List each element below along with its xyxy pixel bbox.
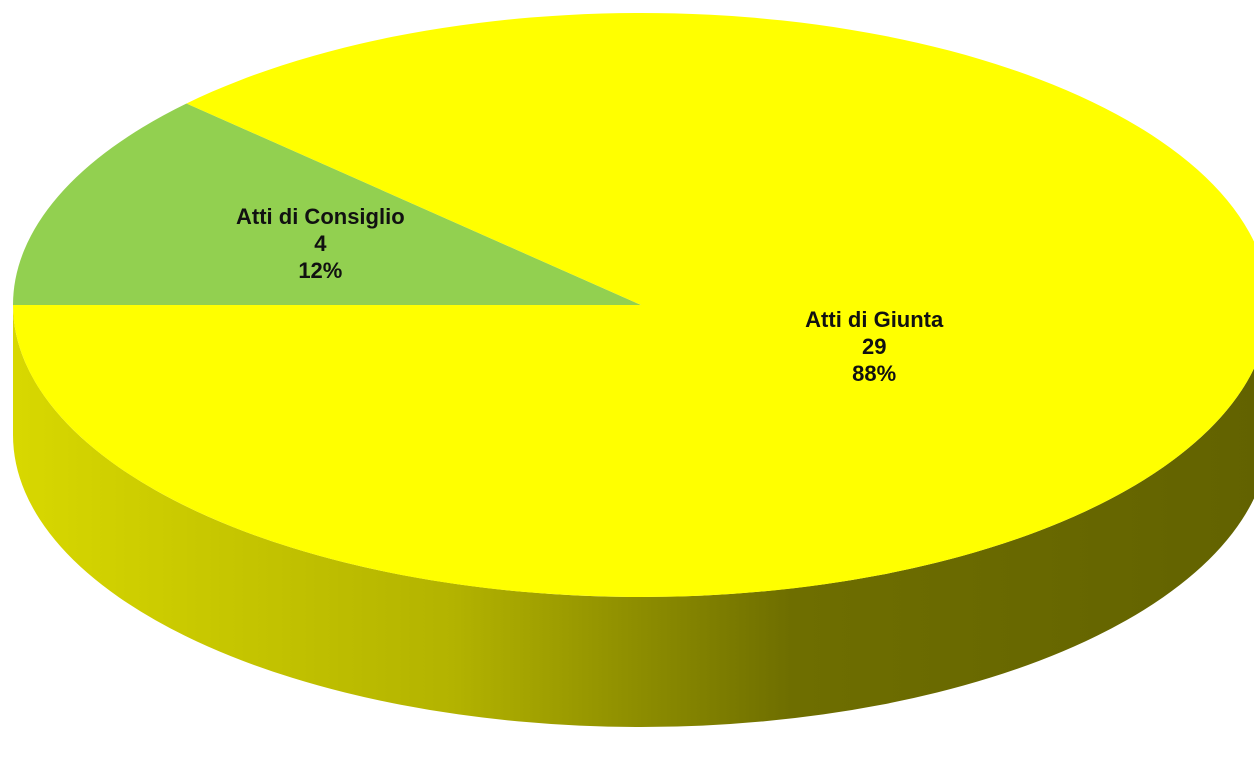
pie-top-faces	[13, 13, 1254, 597]
label-percent-atti-di-giunta: 88%	[852, 361, 896, 386]
side-wall-atti-di-giunta-1	[13, 305, 1254, 727]
label-value-atti-di-consiglio: 4	[314, 231, 327, 256]
label-value-atti-di-giunta: 29	[862, 334, 886, 359]
label-category-atti-di-consiglio: Atti di Consiglio	[236, 204, 405, 229]
label-percent-atti-di-consiglio: 12%	[298, 258, 342, 283]
pie-slice-atti-di-consiglio	[13, 103, 641, 306]
label-category-atti-di-giunta: Atti di Giunta	[805, 307, 944, 332]
pie-side-walls	[13, 305, 1254, 727]
pie-slice-atti-di-giunta	[13, 13, 1254, 597]
